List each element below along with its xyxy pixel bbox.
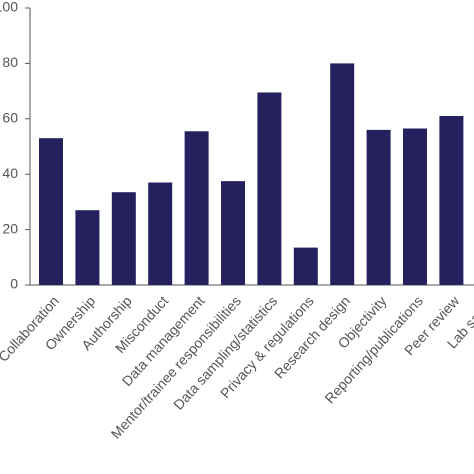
y-tick-label: 100 — [0, 0, 18, 15]
bar — [148, 182, 173, 285]
y-tick-label: 40 — [2, 165, 18, 181]
y-tick-label: 20 — [2, 220, 18, 236]
y-tick-label: 0 — [10, 276, 18, 292]
y-tick-label: 80 — [2, 54, 18, 70]
bar — [111, 192, 136, 285]
bar — [366, 129, 391, 285]
bar — [293, 247, 318, 285]
bar — [75, 210, 100, 285]
bar — [330, 63, 355, 286]
bar — [39, 138, 63, 285]
y-tick-label: 60 — [2, 110, 18, 126]
bar — [257, 92, 282, 285]
bar — [184, 131, 209, 285]
bar — [221, 181, 245, 285]
bar — [439, 116, 464, 285]
bar — [403, 128, 427, 285]
x-tick-label: Collaboration — [0, 293, 62, 365]
